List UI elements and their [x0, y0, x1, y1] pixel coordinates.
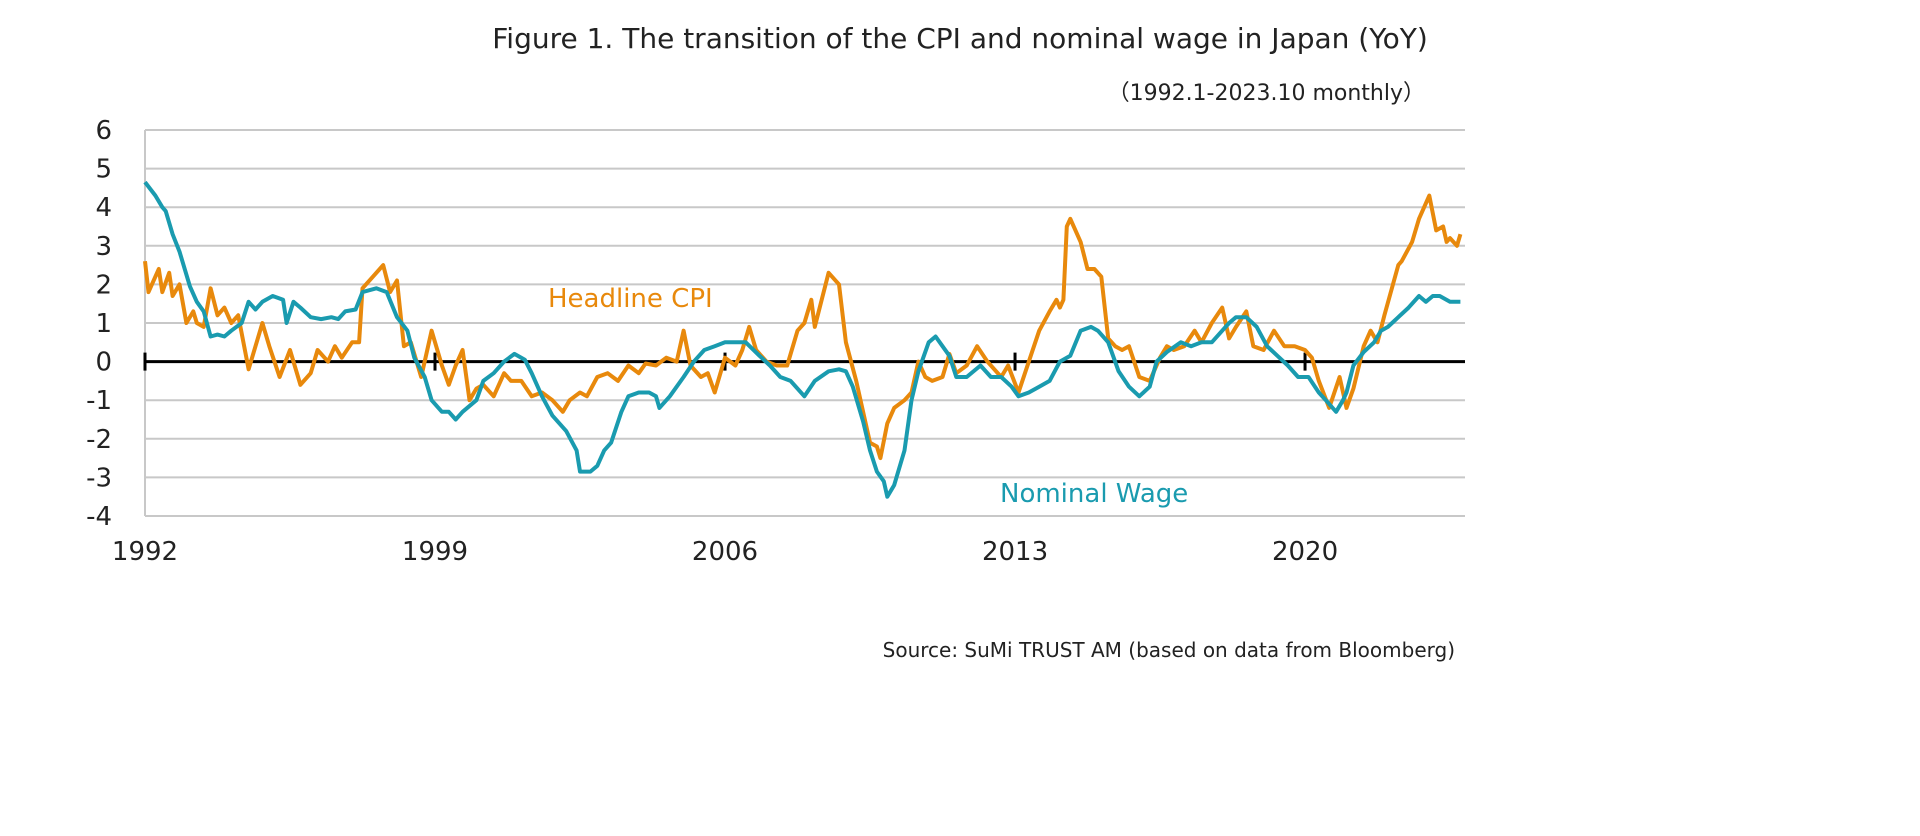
- y-tick-label: 6: [95, 116, 112, 146]
- chart-title: Figure 1. The transition of the CPI and …: [492, 22, 1428, 55]
- chart-subtitle: （1992.1-2023.10 monthly）: [1108, 81, 1425, 106]
- y-tick-label: 3: [95, 232, 112, 262]
- y-tick-label: -3: [86, 463, 112, 493]
- series-label-nominal-wage: Nominal Wage: [1000, 479, 1188, 509]
- x-tick-label: 2006: [692, 537, 758, 567]
- y-tick-label: 4: [95, 193, 112, 223]
- y-tick-label: 1: [95, 309, 112, 339]
- y-tick-label: -4: [86, 502, 112, 532]
- series-lines: [143, 180, 1465, 499]
- y-tick-label: 2: [95, 270, 112, 300]
- y-axis-ticks: 6 5 4 3 2 1 0 -1 -2 -3 -4: [86, 116, 112, 532]
- series-line-headline-cpi: [143, 193, 1463, 461]
- y-tick-label: -1: [86, 386, 112, 416]
- x-tick-label: 2020: [1272, 537, 1338, 567]
- x-axis-ticks: 1992 1999 2006 2013 2020: [112, 537, 1338, 567]
- y-tick-label: 0: [95, 348, 112, 378]
- x-tick-label: 1992: [112, 537, 178, 567]
- y-tick-label: 5: [95, 155, 112, 185]
- series-line-nominal-wage: [143, 180, 1461, 499]
- y-tick-label: -2: [86, 425, 112, 455]
- chart-source: Source: SuMi TRUST AM (based on data fro…: [883, 638, 1455, 662]
- x-tick-label: 1999: [402, 537, 468, 567]
- series-label-headline-cpi: Headline CPI: [548, 284, 713, 314]
- x-tick-label: 2013: [982, 537, 1048, 567]
